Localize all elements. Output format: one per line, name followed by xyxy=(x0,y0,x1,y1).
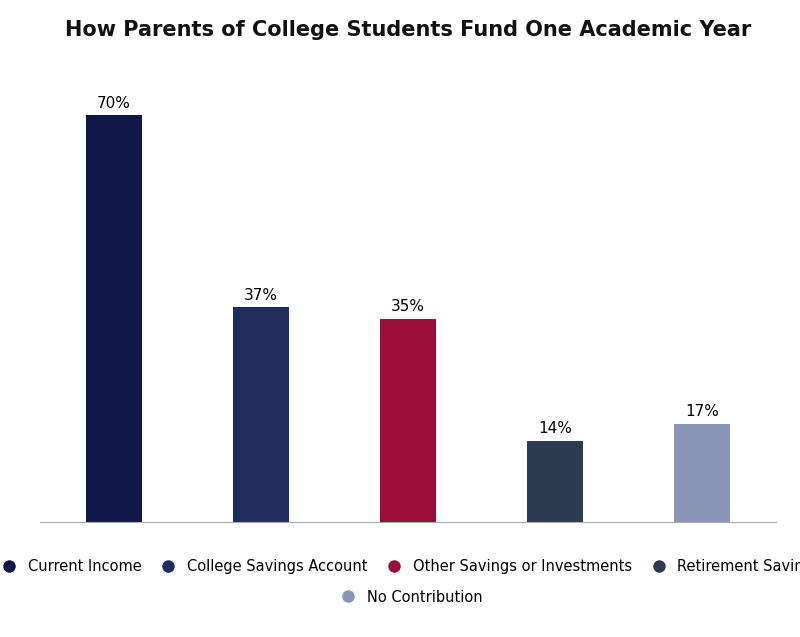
Text: 37%: 37% xyxy=(244,288,278,303)
Bar xyxy=(380,319,436,522)
Bar xyxy=(233,307,289,522)
Bar xyxy=(86,115,142,522)
Legend: No Contribution: No Contribution xyxy=(327,583,489,610)
Text: 14%: 14% xyxy=(538,421,572,436)
Text: 17%: 17% xyxy=(686,404,719,419)
Text: 70%: 70% xyxy=(97,96,130,111)
Bar xyxy=(674,424,730,522)
Title: How Parents of College Students Fund One Academic Year: How Parents of College Students Fund One… xyxy=(65,20,751,41)
Bar xyxy=(527,441,583,522)
Text: 35%: 35% xyxy=(391,299,425,314)
